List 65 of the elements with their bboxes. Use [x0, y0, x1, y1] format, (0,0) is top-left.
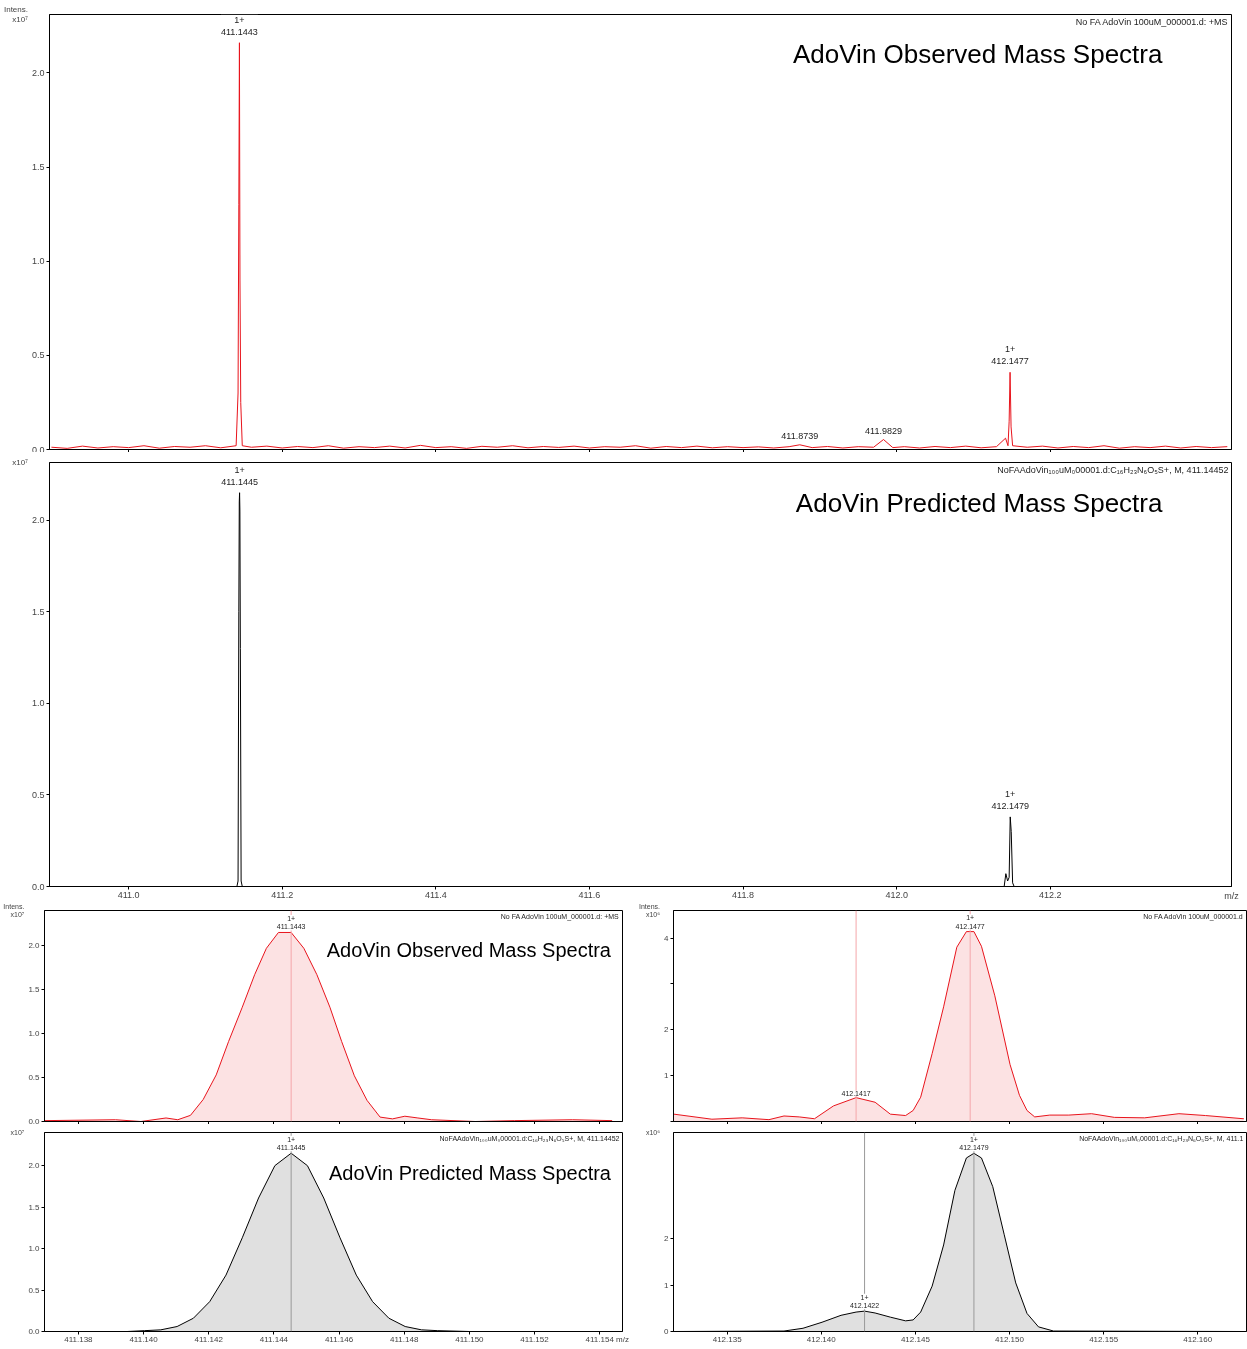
y-axis-title: x10⁷: [12, 458, 29, 467]
annotation: 411.9829: [865, 425, 902, 436]
y-tick-label: 0.0: [28, 1117, 41, 1126]
x-tick-label: 411.140: [129, 1334, 159, 1344]
x-tick-label: 411.150: [455, 1334, 485, 1344]
annotation: 1+ 412.1479: [991, 788, 1030, 811]
y-tick-label: 1.5: [28, 985, 41, 995]
y-tick-label: 2.0: [28, 941, 41, 951]
y-tick-label: 2: [664, 1025, 670, 1035]
x-tick-label: 411.2: [271, 889, 294, 900]
y-tick-label: 4: [664, 933, 670, 943]
y-tick-label: 0.0: [28, 1327, 41, 1336]
y-tick-label: 1: [664, 1071, 670, 1081]
y-tick-label: 0.5: [31, 350, 45, 361]
x-tick-label: 411.148: [390, 1334, 419, 1344]
annotation: NoFAAdoVin₁₀₀uM₀00001.d:C₁₆H₂₃N₆O₅S+, M, 411.14452: [997, 464, 1229, 475]
x-tick-label: 411.152: [520, 1334, 550, 1344]
y-tick-label: 0: [664, 1327, 670, 1336]
annotation: 1+ 411.1443: [221, 14, 258, 37]
x-tick-label: 412.150: [995, 1334, 1025, 1344]
x-tick-label: 411.146: [324, 1334, 354, 1344]
x-tick-label: 411.6: [578, 889, 601, 900]
x-tick-label: 412.140: [806, 1334, 837, 1344]
y-tick-label: 2: [664, 1234, 670, 1244]
text: AdoVin Predicted Mass Spectra: [795, 487, 1163, 518]
x-tick-label: 412.155: [1089, 1334, 1119, 1344]
y-tick-label: 0.5: [31, 789, 45, 800]
x-tick-label: 412.160: [1183, 1334, 1213, 1344]
x-tick-label: 412.2: [1038, 889, 1062, 900]
x-tick-label: 411.8: [732, 889, 754, 900]
y-tick-label: 2.0: [28, 1161, 41, 1171]
y-tick-label: 0.0: [31, 881, 45, 892]
x-tick-label: 411.154: [585, 1334, 615, 1344]
y-tick-label: 2.0: [31, 67, 45, 78]
y-tick-label: 1: [664, 1280, 670, 1290]
x-axis-title: m/z: [616, 1334, 629, 1344]
line-series: [51, 42, 1228, 449]
x-axis-title: m/z: [1224, 890, 1240, 901]
y-axis-title: Intens. x10⁷: [3, 4, 29, 25]
y-tick-label: 0.5: [28, 1073, 41, 1083]
x-tick-label: 411.142: [194, 1334, 224, 1344]
y-tick-label: 1.0: [28, 1244, 41, 1254]
text: AdoVin Observed Mass Spectra: [326, 938, 612, 961]
y-tick-label: 1.5: [28, 1202, 41, 1212]
y-tick-label: 1.0: [31, 256, 45, 267]
y-tick-label: 0.5: [28, 1285, 41, 1295]
annotation: No FA AdoVin 100uM_000001.d: +MS: [1075, 16, 1228, 27]
annotation: 411.8739: [781, 430, 819, 441]
x-tick-label: 412.145: [900, 1334, 931, 1344]
y-tick-label: 2.0: [31, 515, 45, 526]
x-tick-label: 411.144: [259, 1334, 289, 1344]
x-tick-label: 412.135: [712, 1334, 743, 1344]
x-tick-label: 412.0: [885, 889, 908, 900]
y-tick-label: 1.5: [31, 606, 45, 617]
text: AdoVin Predicted Mass Spectra: [328, 1161, 612, 1184]
x-tick-label: 411.4: [424, 889, 447, 900]
y-tick-label: 1.0: [28, 1029, 41, 1039]
x-tick-label: 411.0: [117, 889, 140, 900]
annotation: 1+ 412.1477: [991, 344, 1029, 367]
annotation: 1+ 411.1445: [221, 464, 259, 487]
y-tick-label: 0.0: [31, 444, 45, 455]
y-tick-label: 1.5: [31, 162, 45, 173]
y-tick-label: 1.0: [31, 698, 45, 709]
text: AdoVin Observed Mass Spectra: [792, 38, 1163, 69]
x-tick-label: 411.138: [64, 1334, 94, 1344]
